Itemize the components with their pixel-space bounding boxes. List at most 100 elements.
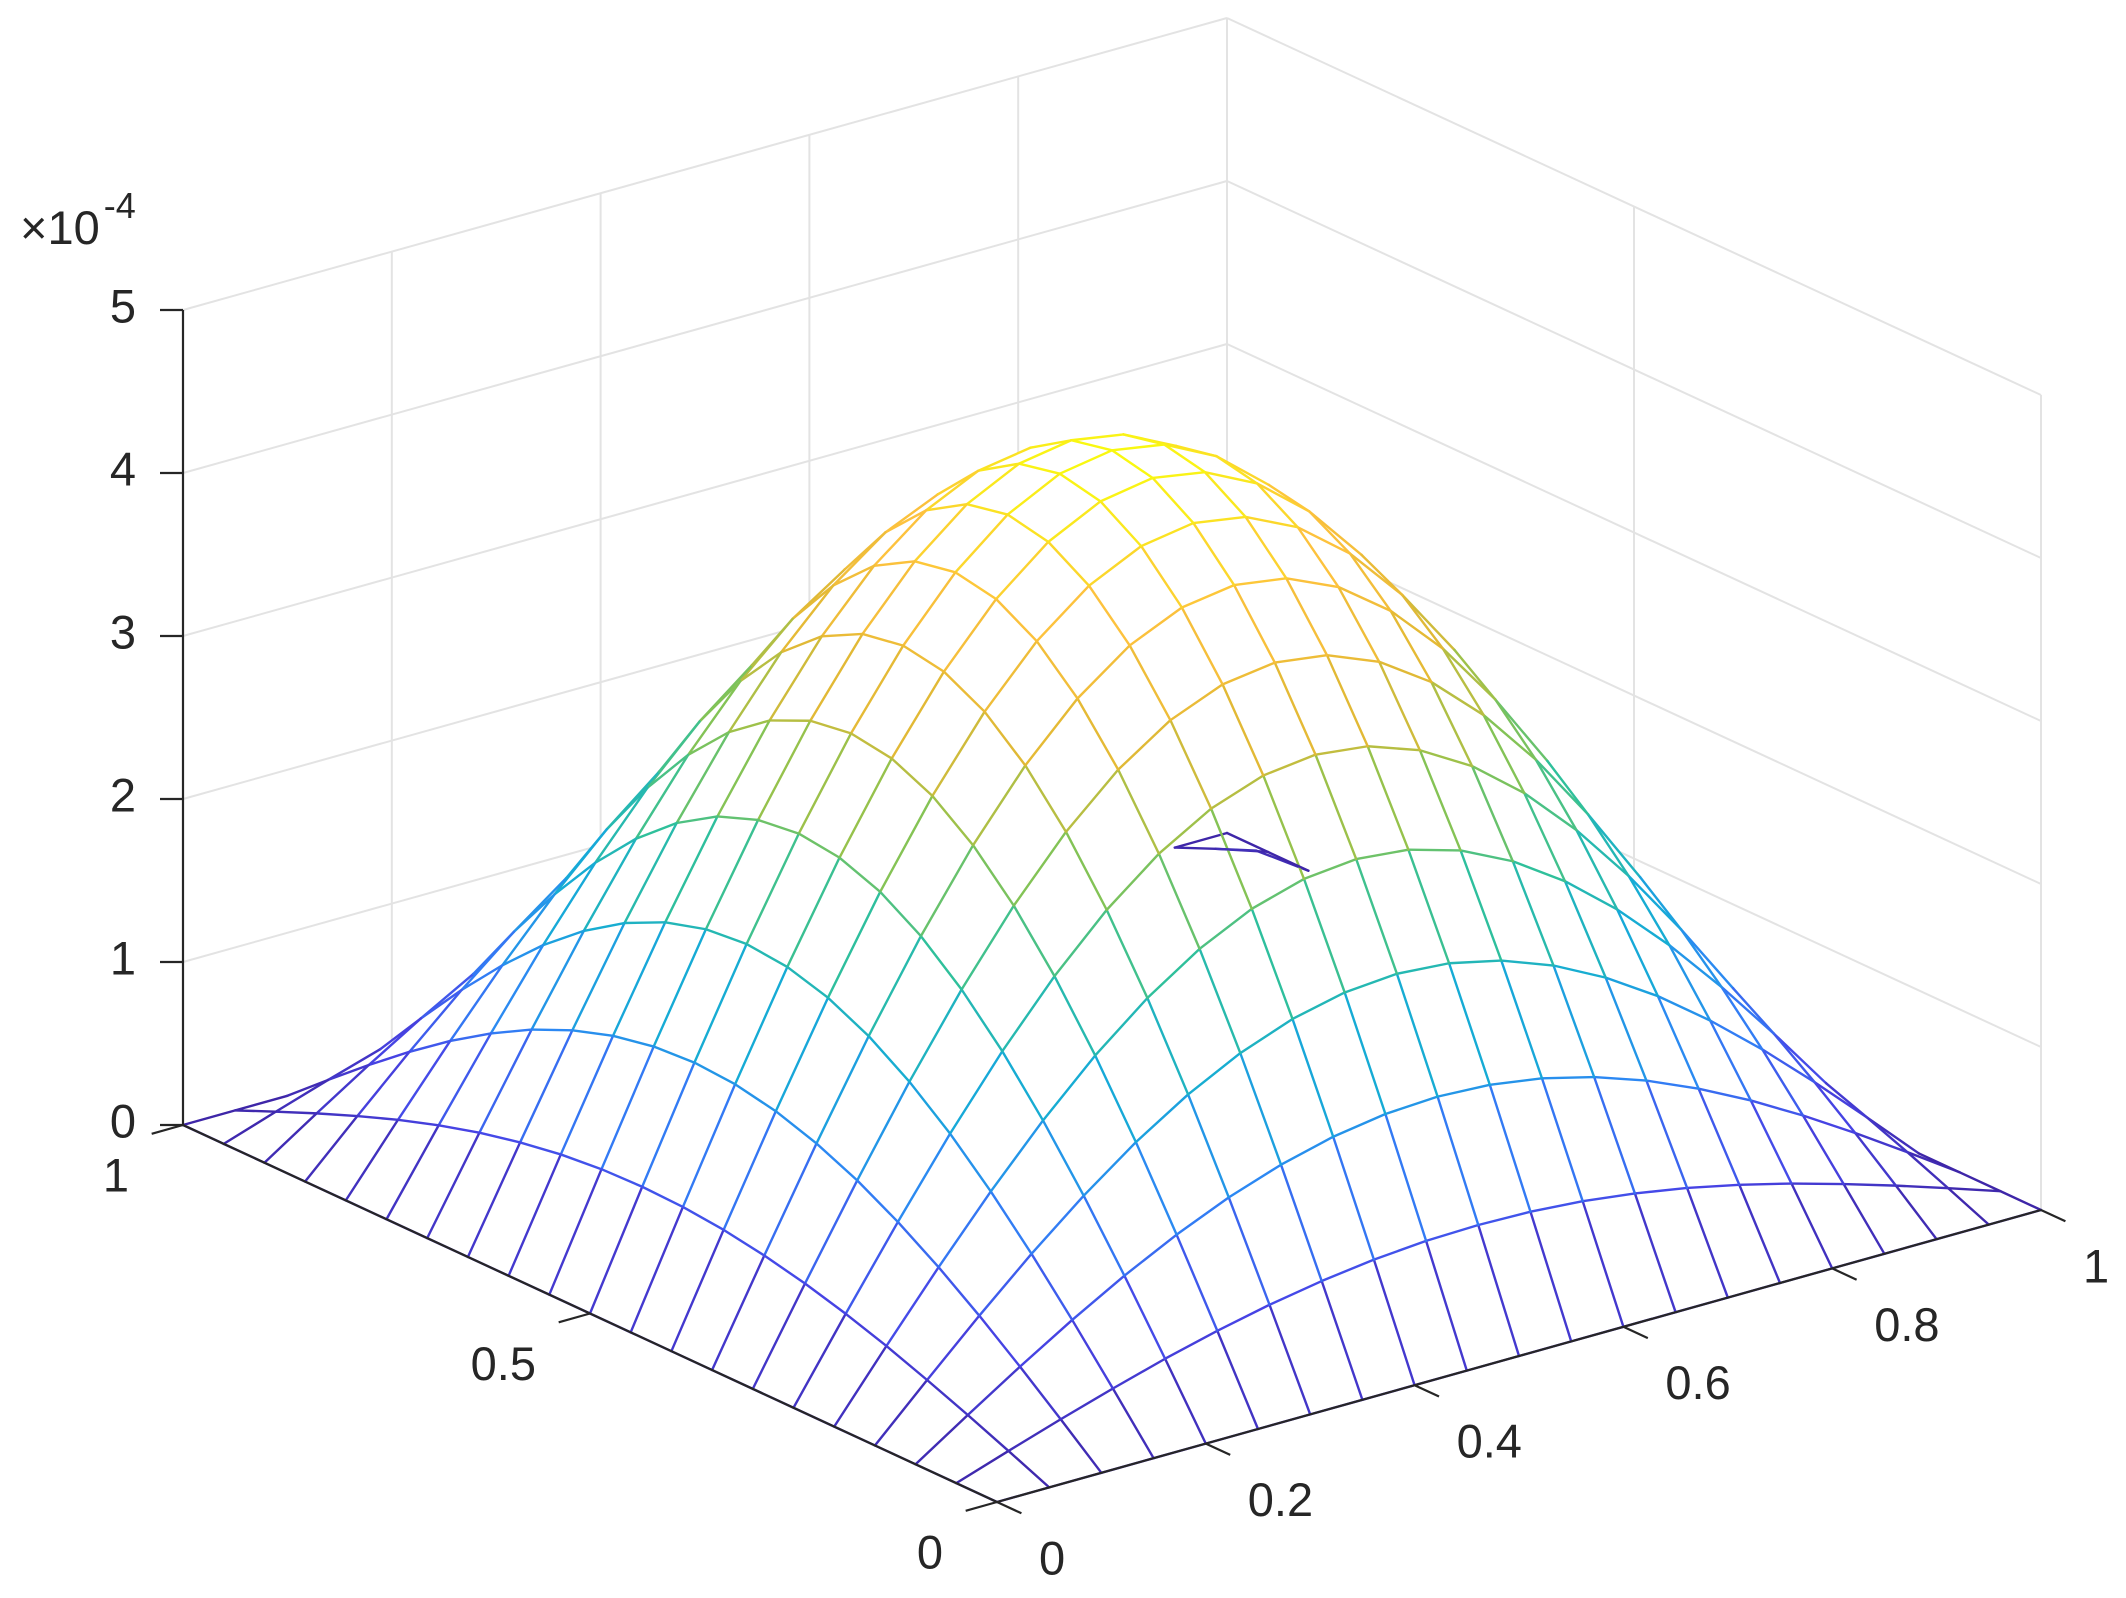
mesh-segment <box>809 632 864 722</box>
mesh-segment <box>849 732 893 760</box>
mesh-segment <box>1047 500 1102 544</box>
mesh-segment <box>914 1413 969 1466</box>
mesh-segment <box>233 1109 278 1113</box>
z-multiplier: ×10 -4 <box>20 185 136 255</box>
mesh-segment <box>1232 583 1277 664</box>
mesh-segment <box>449 1032 493 1043</box>
mesh-segment <box>1389 609 1433 684</box>
mesh-segment <box>1511 860 1555 967</box>
mesh-segment <box>919 934 963 991</box>
mesh-segment <box>1790 1182 1845 1186</box>
mesh-segment <box>1006 513 1050 544</box>
mesh-segment <box>1111 1387 1155 1460</box>
mesh-segment <box>489 1028 533 1035</box>
mesh-segment <box>1488 1077 1544 1086</box>
mesh-segment <box>681 1205 725 1232</box>
mesh-segment <box>460 964 504 992</box>
mesh-segment <box>315 1063 370 1115</box>
mesh-segment <box>1493 698 1538 761</box>
mesh-segment <box>722 1110 777 1232</box>
mesh-segment <box>896 1220 940 1269</box>
mesh-segment <box>1633 1192 1677 1314</box>
mesh-segment <box>1296 526 1352 555</box>
mesh-segment <box>966 1365 1022 1417</box>
mesh-segment <box>885 1344 929 1382</box>
mesh-segment <box>675 730 731 825</box>
mesh-segment <box>646 753 690 789</box>
mesh-segment <box>408 988 463 1053</box>
mesh-segment <box>1255 482 1300 529</box>
mesh-segment <box>1174 444 1218 458</box>
mesh-segment <box>1685 1186 1730 1299</box>
mesh-segment <box>1482 713 1526 795</box>
mesh-segment <box>879 794 934 894</box>
mesh-segment <box>1407 848 1462 852</box>
mesh-segment <box>1500 959 1555 967</box>
mesh-segment <box>1529 1199 1584 1213</box>
mesh-segment <box>1581 1199 1625 1329</box>
y-tick-label: 0 <box>917 1525 943 1578</box>
mesh-segment <box>501 943 545 967</box>
mesh-segment <box>1116 768 1161 855</box>
mesh-segment <box>652 928 708 1048</box>
mesh-segment <box>779 584 835 654</box>
mesh-segment <box>844 1220 900 1315</box>
mesh-segment <box>1082 1194 1126 1277</box>
mesh-segment <box>978 1314 1022 1368</box>
mesh-segment <box>1173 831 1229 849</box>
mesh-segment <box>315 1112 359 1118</box>
y-tick <box>558 1312 591 1324</box>
mesh-segment <box>1384 1112 1428 1243</box>
mesh-segment <box>983 710 1027 767</box>
mesh-segment <box>1575 828 1630 878</box>
mesh-segment <box>1024 764 1068 834</box>
mesh-segment <box>698 679 742 723</box>
mesh-segment <box>1801 1114 1857 1135</box>
mesh-segment <box>1169 718 1213 810</box>
mesh-segment <box>820 564 876 638</box>
mesh-segment <box>750 617 794 667</box>
mesh-segment <box>1459 849 1515 863</box>
mesh-segment <box>1175 1196 1231 1236</box>
mesh-segment <box>803 1282 847 1315</box>
mesh-segment <box>1192 515 1247 525</box>
mesh-segment <box>1534 758 1590 816</box>
mesh-segment <box>419 988 463 1020</box>
mesh-segment <box>942 597 998 673</box>
mesh-segment <box>931 794 975 847</box>
mesh-segment <box>530 929 585 1031</box>
mesh-segment <box>1615 908 1671 947</box>
mesh-segment <box>1279 1163 1323 1283</box>
mesh-segment <box>1430 680 1485 717</box>
mesh-segment <box>1418 749 1462 852</box>
mesh-segment <box>693 1061 737 1086</box>
mesh-segment <box>779 635 823 654</box>
mesh-segment <box>1116 718 1172 771</box>
mesh-segment <box>786 965 830 999</box>
mesh-segment <box>1087 584 1131 647</box>
x-tick <box>1205 1442 1231 1456</box>
mesh-segment <box>1053 974 1097 1057</box>
mesh-segment <box>356 1050 411 1118</box>
mesh-segment <box>385 1124 440 1221</box>
mesh-segment <box>1192 521 1236 587</box>
mesh-segment <box>1093 1054 1138 1144</box>
mesh-segment <box>838 757 893 859</box>
mesh-segment <box>664 815 719 924</box>
mesh-segment <box>541 861 597 947</box>
mesh-segment <box>489 943 545 1035</box>
mesh-segment <box>564 828 608 880</box>
grid-line <box>182 343 1228 637</box>
mesh-segment <box>1268 1303 1312 1416</box>
mesh-segment <box>1325 653 1381 663</box>
mesh-segment <box>1209 807 1254 911</box>
mesh-segment <box>1006 472 1062 516</box>
mesh-segment <box>1041 1119 1085 1197</box>
mesh-segment <box>1221 661 1277 686</box>
mesh-segment <box>1946 1186 2002 1193</box>
mesh-segment <box>1563 880 1607 979</box>
mesh-segment <box>1157 852 1201 951</box>
z-tick-label: 3 <box>110 605 136 658</box>
mesh-segment <box>879 890 923 938</box>
